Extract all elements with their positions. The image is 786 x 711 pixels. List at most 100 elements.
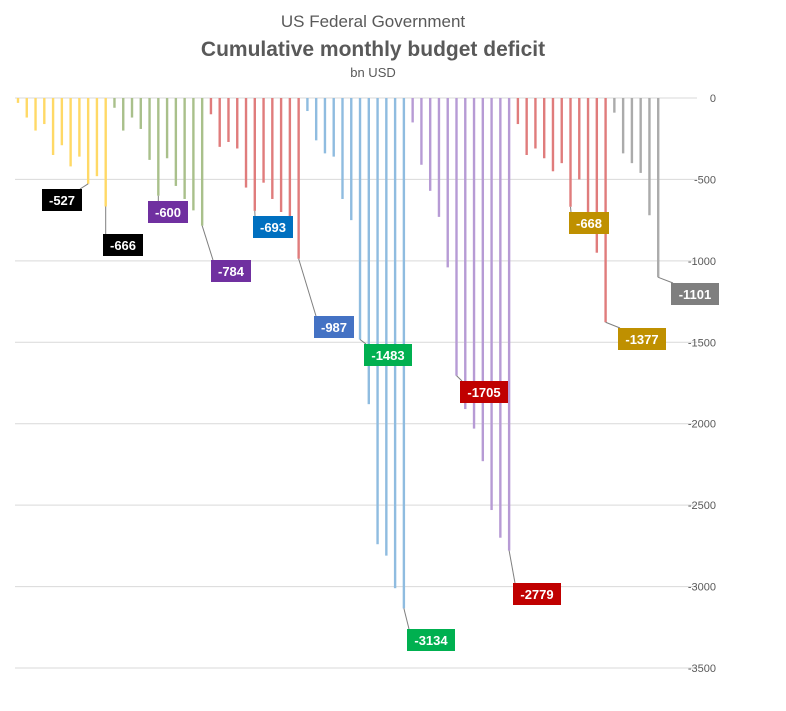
bar: [411, 98, 414, 123]
callout-box: [407, 629, 455, 651]
callout-leader: [298, 258, 317, 317]
bars: [16, 98, 660, 609]
bar: [341, 98, 344, 199]
bar: [279, 98, 283, 212]
callout-box: [671, 283, 719, 305]
bar: [174, 98, 178, 186]
callout-label: -1377: [625, 332, 658, 347]
bar: [244, 98, 248, 188]
bar: [157, 98, 160, 196]
bar: [560, 98, 563, 164]
callout-box: [103, 234, 143, 256]
bar: [95, 98, 99, 177]
bar: [306, 98, 309, 112]
callout-leader: [201, 225, 214, 261]
callout-label: -1705: [467, 385, 500, 400]
callout-leader: [456, 375, 463, 382]
bar: [314, 98, 318, 141]
bar: [209, 98, 213, 115]
bar: [227, 98, 230, 142]
callout-label: -666: [110, 238, 136, 253]
bar: [437, 98, 441, 217]
y-tick-label: -2000: [688, 419, 716, 431]
bar: [578, 98, 581, 180]
bar: [139, 98, 142, 129]
bar: [43, 98, 46, 125]
y-tick-label: -2500: [688, 500, 716, 512]
callout-label: -668: [576, 216, 602, 231]
callout-box: [314, 316, 354, 338]
bar: [604, 98, 607, 323]
bar: [420, 98, 423, 165]
chart-title: Cumulative monthly budget deficit: [201, 38, 545, 61]
bar: [534, 98, 537, 149]
bar: [507, 98, 511, 551]
callout-leader: [359, 339, 367, 345]
callout-box: [211, 260, 251, 282]
callout-box: [253, 216, 293, 238]
bar: [367, 98, 370, 405]
callout-label: -987: [321, 320, 347, 335]
callout-leader: [508, 550, 516, 584]
bar: [499, 98, 502, 538]
y-tick-label: 0: [710, 93, 716, 105]
y-tick-label: -1500: [688, 337, 716, 349]
callout-leader: [605, 321, 621, 329]
bar: [51, 98, 55, 155]
bar: [218, 98, 221, 147]
bar: [595, 98, 599, 253]
y-tick-label: -1000: [688, 256, 716, 268]
callout-box: [569, 212, 609, 234]
bar: [69, 98, 72, 167]
bar: [639, 98, 642, 173]
bar: [200, 98, 204, 226]
callout-box: [364, 344, 412, 366]
y-tick-label: -3000: [688, 582, 716, 594]
bar: [288, 98, 292, 239]
bar: [262, 98, 265, 183]
bar: [183, 98, 186, 199]
bar: [104, 98, 107, 207]
bar: [323, 98, 327, 154]
bar: [490, 98, 493, 511]
bar: [543, 98, 546, 159]
y-tick-label: -500: [694, 174, 716, 186]
bar: [358, 98, 362, 340]
callout-label: -1483: [371, 348, 404, 363]
bar: [516, 98, 520, 125]
callout-label: -3134: [414, 633, 448, 648]
bar: [86, 98, 90, 184]
bar: [78, 98, 81, 157]
callout-label: -784: [218, 264, 245, 279]
callout-label: -527: [49, 193, 75, 208]
bar: [569, 98, 572, 207]
bar: [551, 98, 555, 172]
bar: [446, 98, 449, 268]
bar: [464, 98, 467, 410]
bar: [297, 98, 300, 259]
bar: [253, 98, 256, 211]
callout-label: -1101: [679, 287, 712, 302]
bar: [165, 98, 169, 159]
bar: [376, 98, 379, 545]
bar: [630, 98, 634, 164]
bar: [472, 98, 476, 429]
bar: [613, 98, 616, 113]
chart-subtitle: bn USD: [350, 65, 396, 80]
bar: [385, 98, 388, 556]
callout-box: [513, 583, 561, 605]
bar: [621, 98, 625, 154]
bar: [34, 98, 37, 131]
bar: [236, 98, 239, 149]
callout-label: -2779: [520, 587, 553, 602]
bar: [148, 98, 151, 160]
bar: [16, 98, 20, 103]
callout-box: [148, 201, 188, 223]
bar: [192, 98, 195, 211]
chart-supertitle: US Federal Government: [281, 12, 466, 31]
callouts: -527 -666 -600 -784 -693 -987 -1483 -3134 -1705 -…: [42, 183, 719, 651]
bar: [393, 98, 397, 589]
callout-leader: [79, 183, 89, 190]
callout-label: -693: [260, 220, 286, 235]
